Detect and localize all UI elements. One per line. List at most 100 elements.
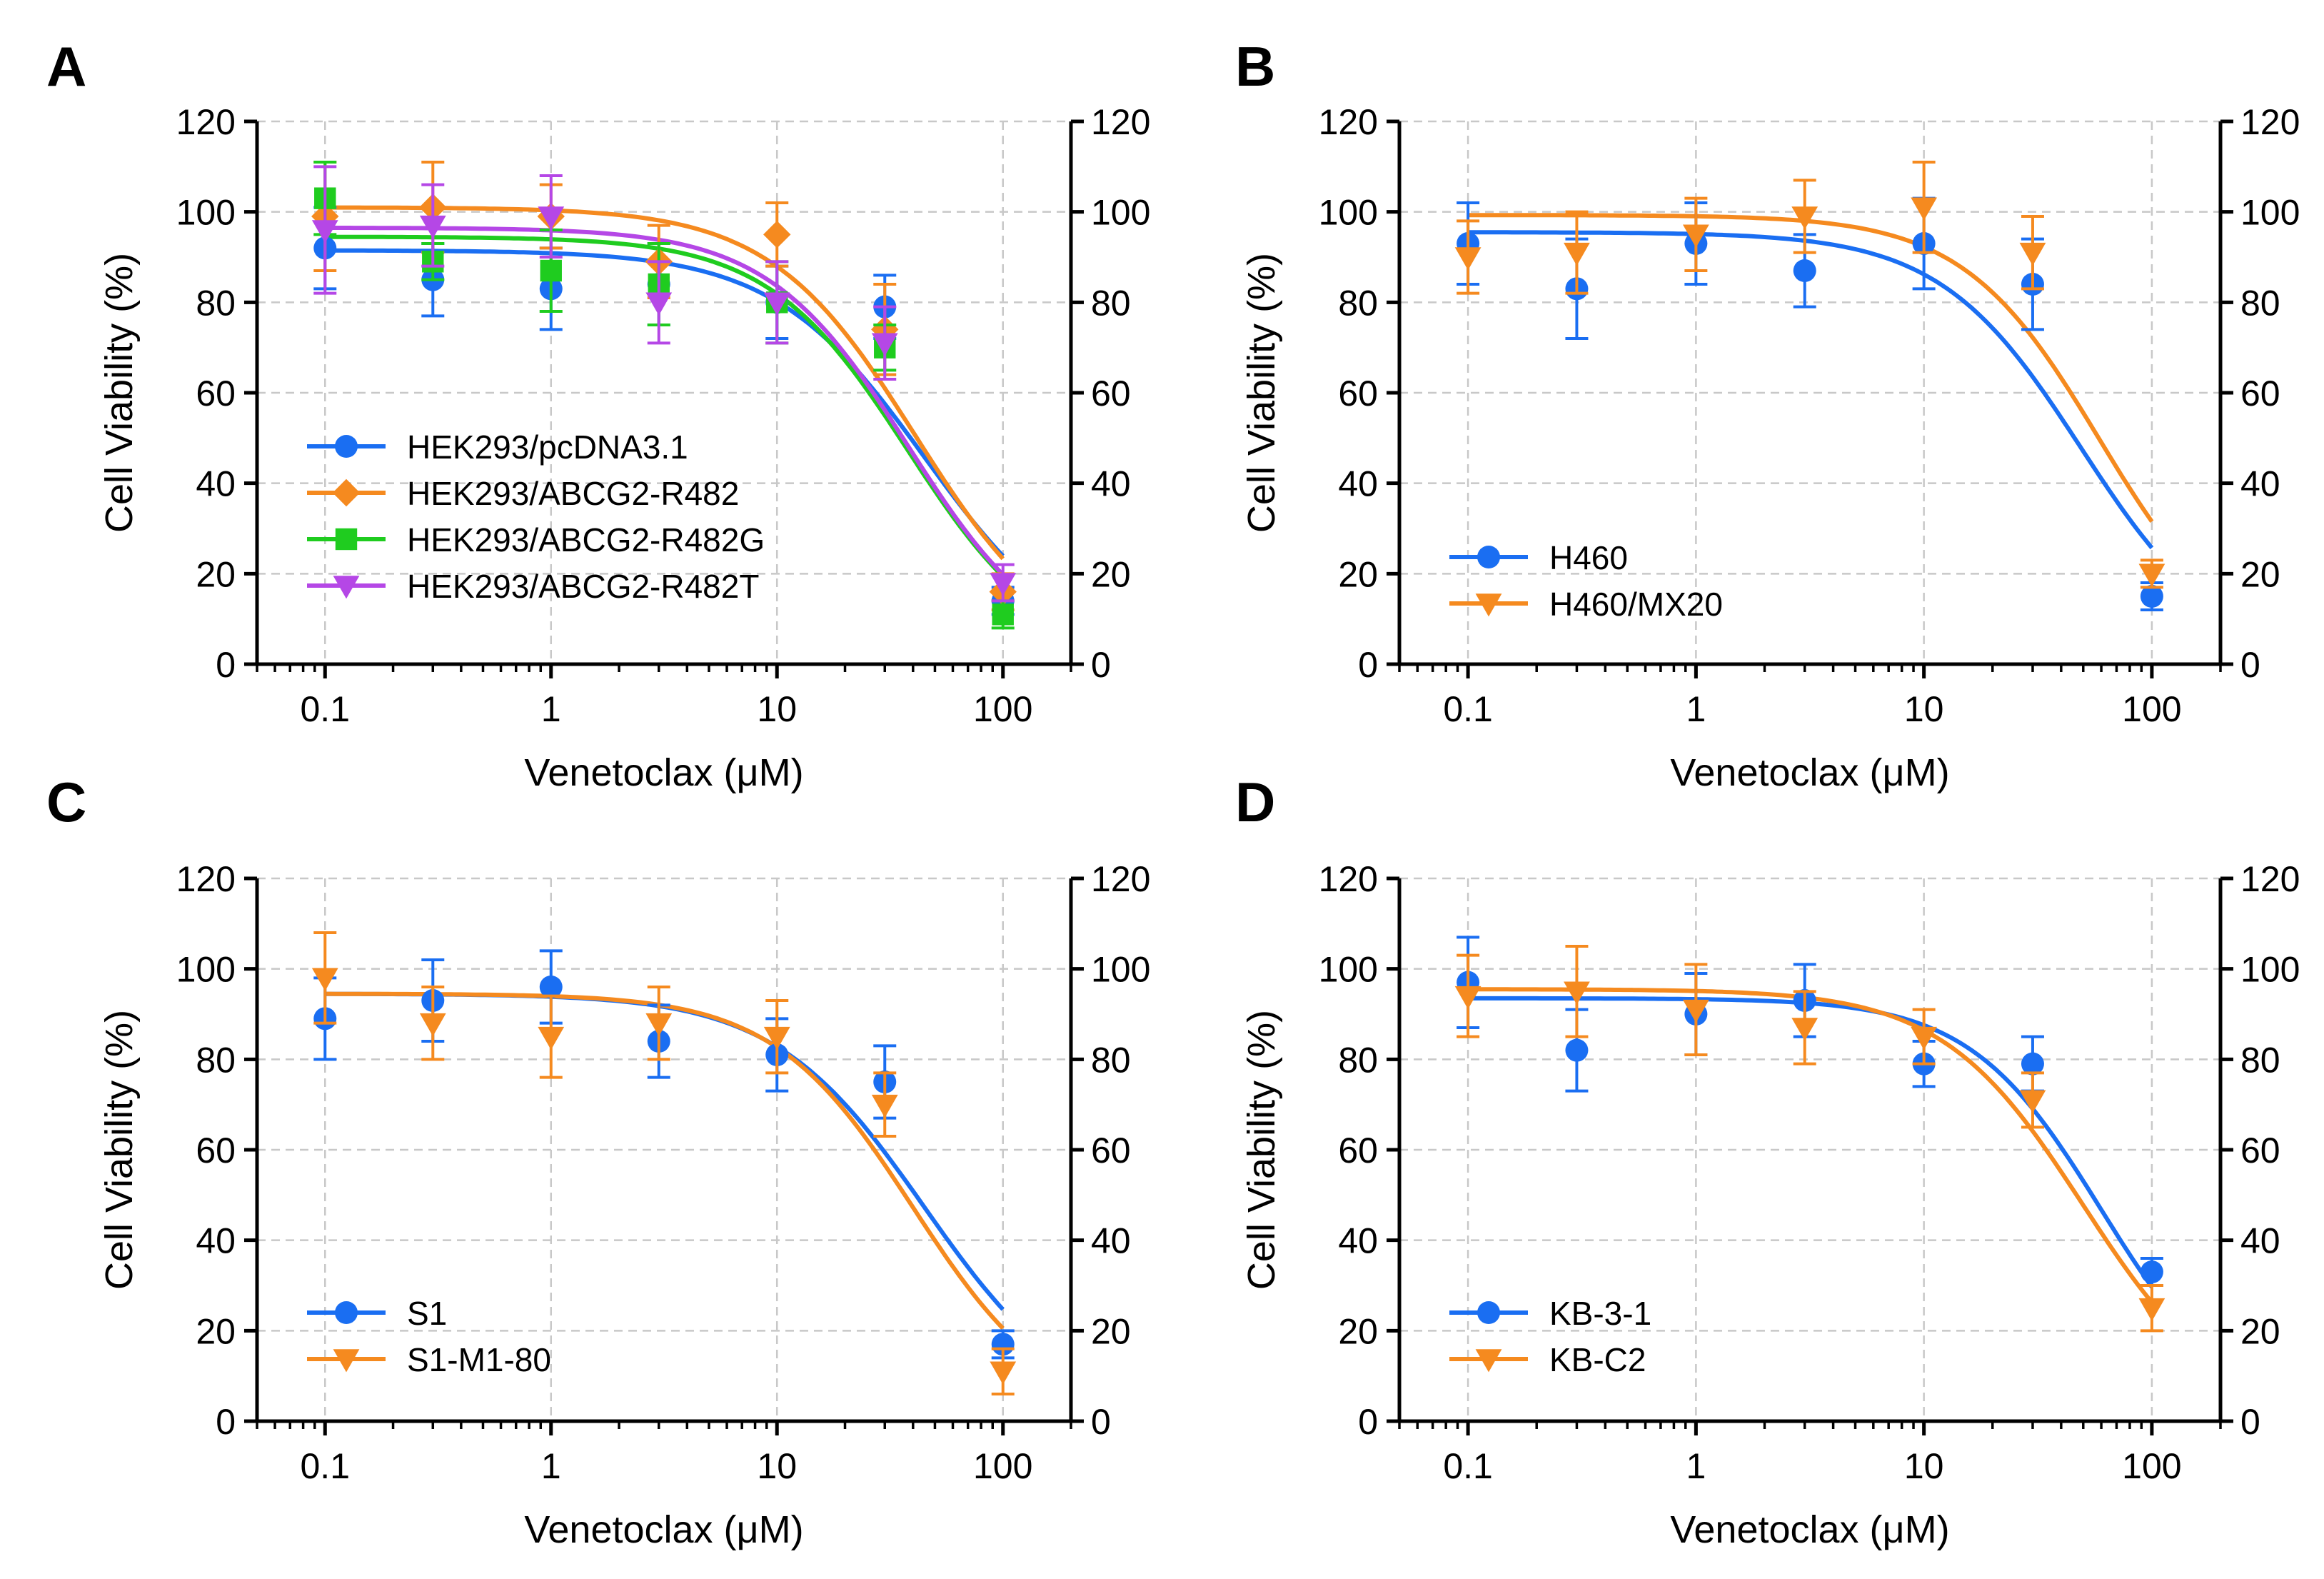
data-point <box>2140 585 2163 608</box>
y-axis-title: Cell Viability (%) <box>1240 1010 1283 1290</box>
y-tick-label-left: 80 <box>1338 1040 1378 1080</box>
series-4-points <box>311 165 1017 603</box>
data-point <box>311 220 338 244</box>
legend-label: H460/MX20 <box>1549 586 1723 623</box>
y-tick-label-right: 60 <box>1091 374 1131 413</box>
legend: S1 S1-M1-80 <box>307 1295 551 1378</box>
legend-label: HEK293/ABCG2-R482T <box>407 568 759 605</box>
y-tick-label-left: 120 <box>176 859 236 899</box>
data-point <box>539 976 563 998</box>
y-tick-label-left: 80 <box>196 1040 236 1080</box>
y-tick-label-right: 20 <box>2240 554 2280 594</box>
data-point <box>2019 242 2046 266</box>
legend: H460 H460/MX20 <box>1449 539 1723 623</box>
series-2-points <box>1454 161 2165 589</box>
x-tick-label: 10 <box>757 689 797 729</box>
data-point <box>2019 1090 2046 1113</box>
y-tick-label-left: 60 <box>1338 374 1378 413</box>
legend-label: KB-3-1 <box>1549 1295 1651 1332</box>
x-tick-label: 1 <box>1686 689 1706 729</box>
data-point <box>1564 242 1590 266</box>
y-tick-label-right: 100 <box>1091 193 1150 233</box>
y-tick-label-left: 40 <box>1338 464 1378 504</box>
legend-marker <box>1475 1349 1502 1373</box>
y-tick-label-right: 120 <box>1091 859 1150 899</box>
data-point <box>1565 1038 1589 1062</box>
y-tick-label-left: 60 <box>196 374 236 413</box>
y-tick-label-left: 100 <box>1319 950 1378 990</box>
y-tick-label-right: 80 <box>2240 1040 2280 1080</box>
data-point <box>540 259 562 282</box>
y-tick-label-right: 120 <box>1091 102 1150 142</box>
y-tick-label-right: 100 <box>2240 950 2300 990</box>
y-tick-label-left: 100 <box>1319 193 1378 233</box>
data-point <box>871 333 898 356</box>
y-tick-label-right: 120 <box>2240 102 2300 142</box>
data-point <box>645 1013 673 1037</box>
x-tick-label: 0.1 <box>301 1446 351 1486</box>
y-tick-label-right: 40 <box>1091 1221 1131 1261</box>
data-point <box>1454 986 1482 1010</box>
y-axis-title: Cell Viability (%) <box>1240 253 1283 533</box>
data-point <box>1911 197 1938 221</box>
y-tick-label-left: 120 <box>176 102 236 142</box>
data-point <box>871 1094 898 1118</box>
y-tick-label-left: 80 <box>1338 283 1378 323</box>
legend-marker <box>333 1349 360 1373</box>
y-tick-label-right: 60 <box>2240 374 2280 413</box>
y-tick-label-right: 0 <box>1091 645 1111 685</box>
y-tick-label-left: 40 <box>196 1221 236 1261</box>
x-tick-label: 100 <box>973 1446 1032 1486</box>
legend-marker <box>335 528 358 551</box>
data-point <box>1791 206 1819 230</box>
y-tick-label-right: 20 <box>1091 1311 1131 1351</box>
data-point <box>990 573 1017 596</box>
x-tick-label: 0.1 <box>301 689 351 729</box>
data-point <box>1682 999 1709 1023</box>
y-tick-label-right: 80 <box>1091 1040 1131 1080</box>
y-tick-label-right: 100 <box>1091 950 1150 990</box>
y-tick-label-left: 120 <box>1319 102 1378 142</box>
panel-label: B <box>1235 35 1275 98</box>
legend-label: HEK293/ABCG2-R482 <box>407 475 739 512</box>
legend-marker <box>1477 546 1500 568</box>
x-axis-title: Venetoclax (μM) <box>1670 751 1949 794</box>
x-axis-title: Venetoclax (μM) <box>1670 1508 1949 1551</box>
data-point <box>1454 247 1482 271</box>
x-tick-label: 100 <box>2122 1446 2181 1486</box>
panel-label: A <box>46 35 86 98</box>
data-point <box>763 1026 790 1051</box>
legend: KB-3-1 KB-C2 <box>1449 1295 1651 1378</box>
y-tick-label-left: 20 <box>1338 1311 1378 1351</box>
data-point <box>1793 259 1816 282</box>
data-point <box>990 1361 1017 1385</box>
fit-curve-3 <box>325 234 1005 578</box>
data-point <box>1911 1026 1938 1051</box>
legend-label: HEK293/pcDNA3.1 <box>407 428 688 466</box>
y-tick-label-left: 120 <box>1319 859 1378 899</box>
y-tick-label-left: 0 <box>1358 1402 1378 1442</box>
data-point <box>763 292 790 316</box>
y-tick-label-left: 40 <box>1338 1221 1378 1261</box>
y-tick-label-right: 20 <box>2240 1311 2280 1351</box>
data-point <box>1564 981 1590 1005</box>
y-tick-label-right: 40 <box>1091 464 1131 504</box>
x-axis-title: Venetoclax (μM) <box>524 751 803 794</box>
legend-marker <box>1477 1301 1500 1324</box>
y-tick-label-right: 60 <box>2240 1131 2280 1171</box>
y-tick-label-left: 20 <box>1338 554 1378 594</box>
x-tick-label: 1 <box>541 689 561 729</box>
legend-label: KB-C2 <box>1549 1341 1646 1378</box>
y-tick-label-left: 0 <box>216 645 236 685</box>
data-point <box>2138 1298 2165 1322</box>
legend-label: H460 <box>1549 539 1628 576</box>
chart-panel-d: D 0 0 20 20 40 40 60 60 80 80 100 100 120 120 0.1 1 10 100… <box>1235 771 2300 1551</box>
x-tick-label: 0.1 <box>1443 689 1493 729</box>
y-tick-label-right: 80 <box>1091 283 1131 323</box>
legend-marker <box>335 435 358 458</box>
x-tick-label: 100 <box>973 689 1032 729</box>
y-tick-label-right: 20 <box>1091 554 1131 594</box>
legend-label: S1 <box>407 1295 447 1332</box>
panel-label: D <box>1235 771 1275 833</box>
data-point <box>2140 1260 2163 1283</box>
